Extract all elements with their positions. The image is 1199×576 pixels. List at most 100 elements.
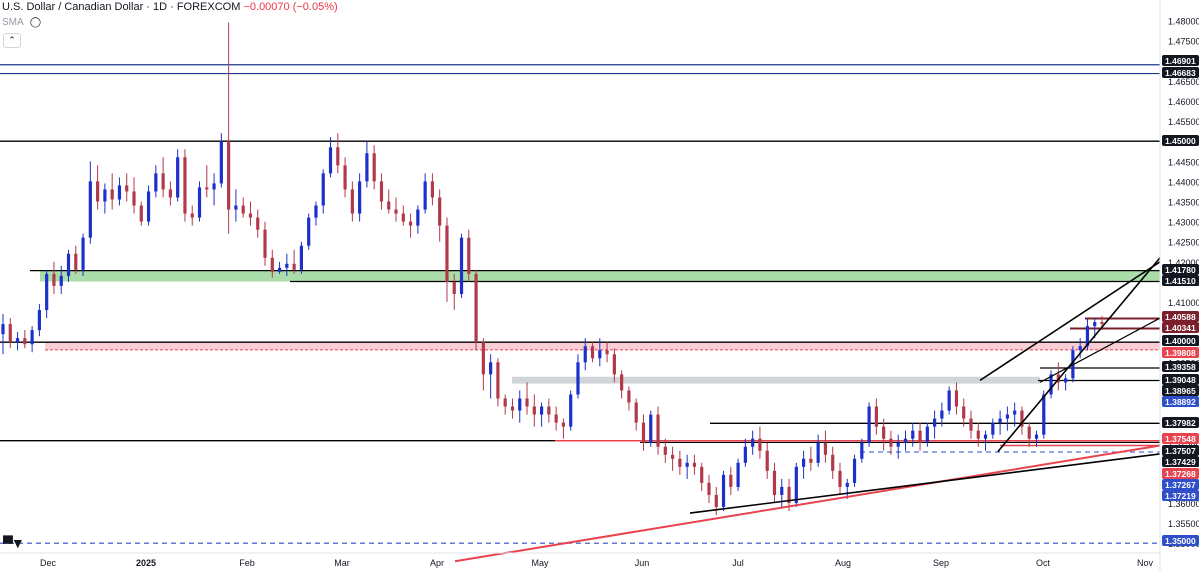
channel-upper-trendline — [979, 261, 1161, 382]
candle-body — [1005, 414, 1009, 419]
candle-body — [641, 422, 646, 443]
candle-body — [612, 354, 616, 375]
candle-body — [758, 438, 762, 451]
grey-zone — [512, 376, 1040, 384]
x-tick-label: Aug — [835, 558, 851, 568]
candle-body — [394, 209, 398, 214]
candle-body — [212, 183, 216, 190]
candle-body — [125, 185, 129, 192]
candle-body — [743, 446, 747, 463]
candle-body — [96, 181, 100, 202]
candle-body — [801, 458, 806, 467]
candle-body — [343, 165, 347, 190]
price-label: 1.40000 — [1165, 336, 1196, 346]
symbol-title[interactable]: U.S. Dollar / Canadian Dollar · 1D · FOR… — [2, 1, 241, 13]
candle-body — [1078, 346, 1082, 351]
levels-layer — [0, 64, 1160, 544]
candle-body — [45, 273, 49, 311]
candle-body — [1034, 434, 1039, 439]
candle-body — [838, 470, 842, 487]
x-tick-label: Jul — [732, 558, 744, 568]
candle-body — [787, 486, 791, 503]
candle-body — [1, 324, 5, 335]
price-label: 1.40341 — [1165, 323, 1196, 333]
candle-body — [37, 310, 41, 331]
candle-body — [183, 157, 187, 214]
candle-body — [627, 390, 631, 403]
price-label: 1.45000 — [1165, 136, 1196, 146]
y-tick-label: 1.48000 — [1168, 17, 1199, 27]
candle-body — [547, 406, 551, 415]
candle-body — [700, 466, 704, 483]
price-label-bg — [1162, 322, 1199, 333]
candle-body — [947, 390, 951, 411]
eye-slash-icon[interactable]: ◯ — [29, 17, 42, 28]
price-label: 1.37219 — [1165, 491, 1196, 501]
tradingview-logo: ▀▼ — [3, 535, 25, 551]
candle-body — [8, 324, 12, 343]
y-tick-label: 1.42000 — [1168, 258, 1199, 268]
candle-body — [765, 450, 769, 471]
candle-body — [569, 394, 573, 427]
candle-body — [780, 486, 784, 495]
trendlines-layer — [454, 257, 1161, 563]
candle-body — [23, 338, 27, 345]
candle-body — [30, 330, 34, 345]
candle-body — [649, 414, 653, 443]
collapse-legend-button[interactable]: ⌃ — [3, 33, 21, 48]
candle-body — [911, 430, 915, 439]
candle-body — [256, 217, 260, 230]
candle-body — [241, 205, 245, 214]
candle-body — [903, 438, 908, 443]
candle-body — [372, 153, 376, 182]
candle-body — [59, 275, 63, 286]
candle-body — [525, 398, 529, 407]
candle-body — [998, 418, 1002, 423]
lower-trendline — [689, 453, 1161, 514]
candle-body — [663, 446, 667, 455]
candle-body — [168, 189, 172, 198]
candle-body — [321, 173, 325, 206]
price-label: 1.40588 — [1165, 312, 1196, 322]
price-label: 1.37267 — [1165, 480, 1196, 490]
candle-body — [692, 462, 697, 467]
price-label: 1.38965 — [1165, 386, 1196, 396]
price-label: 1.37548 — [1165, 434, 1196, 444]
candle-body — [510, 406, 515, 411]
candle-body — [532, 406, 536, 415]
candle-body — [809, 458, 813, 463]
candle-body — [983, 434, 988, 439]
x-tick-label: May — [531, 558, 549, 568]
candle-body — [1100, 322, 1104, 325]
candle-body — [292, 263, 296, 270]
price-label-bg — [1162, 445, 1199, 456]
price-label-bg — [1162, 468, 1199, 479]
x-tick-label: Nov — [1137, 558, 1154, 568]
candle-body — [234, 205, 238, 210]
sma-legend[interactable]: SMA ◯ — [2, 17, 41, 29]
candle-body — [15, 338, 20, 343]
candle-body — [707, 482, 711, 495]
parity-zone — [45, 342, 1160, 350]
candle-body — [481, 342, 485, 375]
candle-body — [81, 237, 85, 270]
candle-body — [277, 267, 282, 272]
candle-body — [190, 213, 194, 218]
candle-body — [794, 466, 798, 503]
price-label-bg — [1162, 374, 1199, 385]
candle-body — [110, 189, 114, 200]
y-tick-label: 1.44500 — [1168, 157, 1199, 167]
candle-body — [314, 205, 318, 218]
price-label-bg — [1162, 347, 1199, 358]
x-tick-label: Oct — [1036, 558, 1051, 568]
price-label: 1.41780 — [1165, 265, 1196, 275]
price-label: 1.39358 — [1165, 362, 1196, 372]
y-tick-label: 1.46500 — [1168, 77, 1199, 87]
price-label-bg — [1162, 535, 1199, 546]
candle-body — [205, 187, 209, 190]
candle-body — [583, 346, 587, 363]
candle-body — [1049, 374, 1053, 395]
y-tick-label: 1.42500 — [1168, 238, 1199, 248]
